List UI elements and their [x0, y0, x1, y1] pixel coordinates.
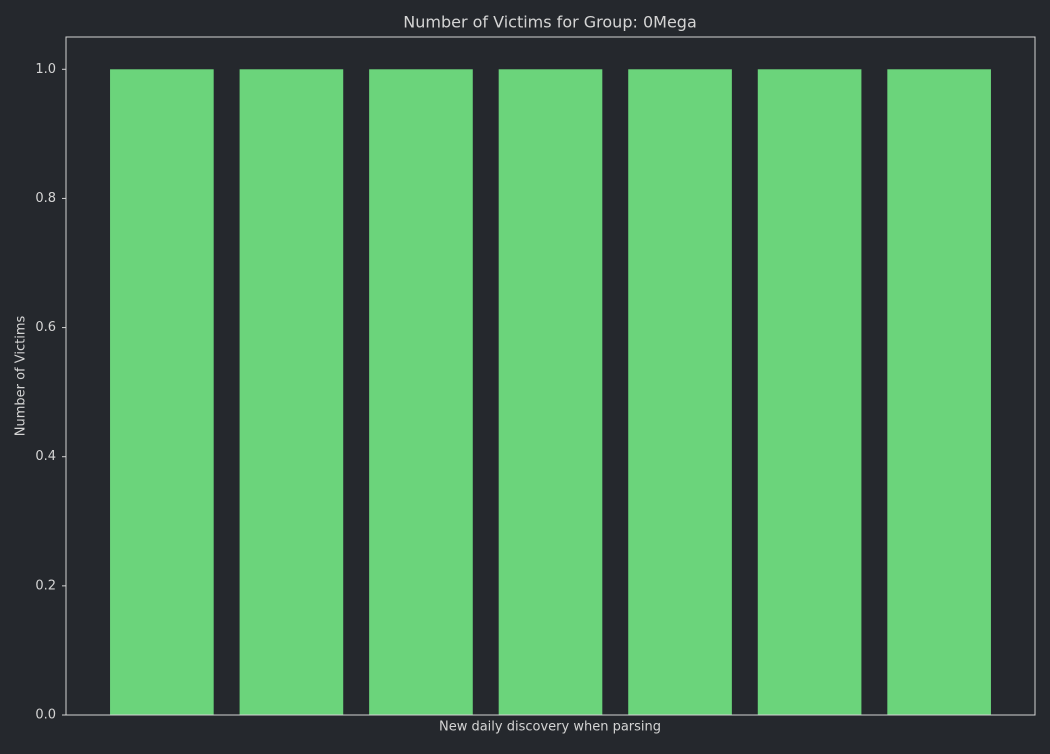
- chart-title: Number of Victims for Group: 0Mega: [403, 13, 697, 32]
- y-axis-label: Number of Victims: [14, 316, 29, 437]
- x-axis-label: New daily discovery when parsing: [439, 720, 661, 735]
- bar: [110, 69, 214, 716]
- y-tick-label: 0.8: [35, 191, 56, 206]
- y-tick-label: 1.0: [35, 62, 56, 77]
- y-tick-label: 0.2: [35, 578, 56, 593]
- bar: [628, 69, 732, 716]
- y-tick-label: 0.6: [35, 320, 56, 335]
- bar: [757, 69, 862, 716]
- y-tick-label: 0.4: [35, 449, 56, 464]
- bar: [498, 69, 603, 716]
- y-tick-label: 0.0: [35, 708, 56, 723]
- bar: [887, 69, 991, 716]
- bar: [239, 69, 344, 716]
- bar: [369, 69, 473, 716]
- plot-frame: [65, 36, 1036, 716]
